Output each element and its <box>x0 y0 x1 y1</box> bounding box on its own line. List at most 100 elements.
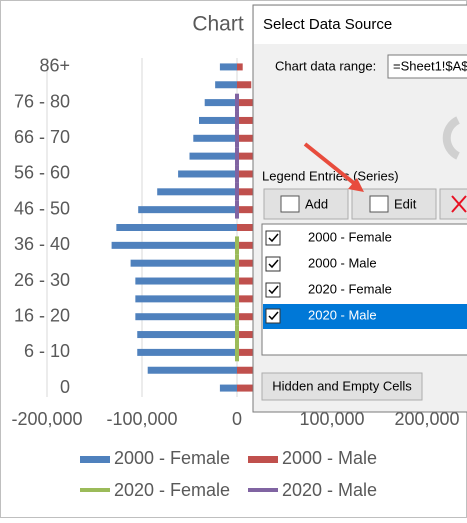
bar <box>235 254 239 273</box>
range-value: =Sheet1!$A$ <box>393 58 467 73</box>
bar <box>235 343 239 362</box>
add-label: Add <box>305 196 328 211</box>
y-tick-label: 76 - 80 <box>14 91 70 111</box>
x-tick-label: 100,000 <box>299 409 364 429</box>
bar <box>137 348 237 356</box>
bar <box>235 129 239 148</box>
bar <box>135 313 237 321</box>
edit-icon <box>369 195 389 213</box>
bar <box>237 384 254 392</box>
bar <box>138 206 237 214</box>
series-list <box>261 223 467 356</box>
series-item[interactable]: 2020 - Female <box>308 281 392 296</box>
x-tick-label: -100,000 <box>106 409 177 429</box>
add-icon <box>280 195 300 213</box>
checkmark <box>268 311 279 321</box>
bar <box>215 81 237 89</box>
checkbox[interactable] <box>265 308 281 324</box>
x-tick-label: -200,000 <box>11 409 82 429</box>
selected-row <box>263 304 467 329</box>
bar <box>199 116 237 124</box>
bar <box>235 289 239 308</box>
chart-title: Chart <box>192 13 244 36</box>
y-tick-label: 6 - 10 <box>24 341 70 361</box>
legend-swatch <box>248 456 278 463</box>
series-items: 2000 - Female 2000 - Male 2020 - Female 202… <box>263 229 467 329</box>
y-tick-label: 16 - 20 <box>14 305 70 325</box>
legend-label: 2020 - Male <box>282 480 377 500</box>
legend-swatch <box>248 488 278 492</box>
y-tick-label: 86+ <box>39 56 70 76</box>
hidden-cells-button[interactable] <box>261 372 423 401</box>
add-button[interactable] <box>263 188 349 220</box>
bar <box>157 188 237 196</box>
bar <box>237 81 252 89</box>
bar <box>135 277 237 285</box>
bar <box>219 63 237 71</box>
bar <box>204 99 237 107</box>
legend-label: 2000 - Female <box>114 448 230 468</box>
y-tick-label: 66 - 70 <box>14 127 70 147</box>
bar <box>235 165 239 183</box>
remove-button[interactable] <box>439 188 467 220</box>
bar <box>219 384 237 392</box>
legend-swatch <box>80 488 110 492</box>
legend-swatch <box>80 456 110 463</box>
legend-label: 2000 - Male <box>282 448 377 468</box>
range-input[interactable] <box>387 54 467 79</box>
bar <box>111 241 237 249</box>
bar <box>189 152 237 160</box>
dialog-title: Select Data Source <box>263 16 392 33</box>
switch-icon <box>442 116 461 160</box>
y-tick-label: 36 - 40 <box>14 234 70 254</box>
legend: 2000 - Female 2000 - Male 2020 - Female 202… <box>80 448 377 500</box>
checkbox[interactable] <box>265 256 281 272</box>
bar <box>178 170 237 178</box>
y-tick-label: 46 - 50 <box>14 198 70 218</box>
bar <box>235 200 239 219</box>
legend-label: 2020 - Female <box>114 480 230 500</box>
checkmark <box>268 259 279 269</box>
series-item[interactable]: 2000 - Male <box>308 255 377 270</box>
y-tick-label: 56 - 60 <box>14 163 70 183</box>
hidden-cells-label: Hidden and Empty Cells <box>272 378 412 393</box>
series-item[interactable]: 2020 - Male <box>308 307 377 322</box>
checkbox[interactable] <box>265 282 281 298</box>
bar <box>235 182 239 201</box>
bar <box>235 236 239 255</box>
annotation-arrow <box>303 142 364 192</box>
checkmark <box>268 233 279 243</box>
bar <box>116 224 237 231</box>
arrow-head <box>348 178 364 192</box>
bar <box>235 147 239 166</box>
x-tick-label: 200,000 <box>394 409 459 429</box>
checkbox[interactable] <box>265 230 281 246</box>
edit-label: Edit <box>394 196 417 211</box>
bar <box>235 93 239 112</box>
series-item[interactable]: 2000 - Female <box>308 229 392 244</box>
bar <box>235 272 239 290</box>
bar <box>147 366 237 374</box>
remove-icon <box>451 195 467 213</box>
bar <box>235 307 239 326</box>
edit-button[interactable] <box>351 188 437 220</box>
arrow-shaft <box>303 142 357 186</box>
bar <box>237 99 264 107</box>
bar <box>193 134 237 142</box>
x-tick-label: 0 <box>232 409 242 429</box>
dialog: Select Data Source Chart data range: =Sh… <box>252 4 467 413</box>
bar <box>237 63 243 71</box>
legend-entries-label: Legend Entries (Series) <box>262 168 399 183</box>
range-label: Chart data range: <box>275 58 376 73</box>
bar <box>235 111 239 130</box>
y-tick-label: 0 <box>60 377 70 397</box>
bar <box>235 325 239 344</box>
bar <box>130 259 237 267</box>
checkmark <box>268 285 279 295</box>
y-tick-label: 26 - 30 <box>14 270 70 290</box>
title-bar <box>254 6 467 44</box>
bar <box>135 295 237 303</box>
bar <box>137 331 237 339</box>
